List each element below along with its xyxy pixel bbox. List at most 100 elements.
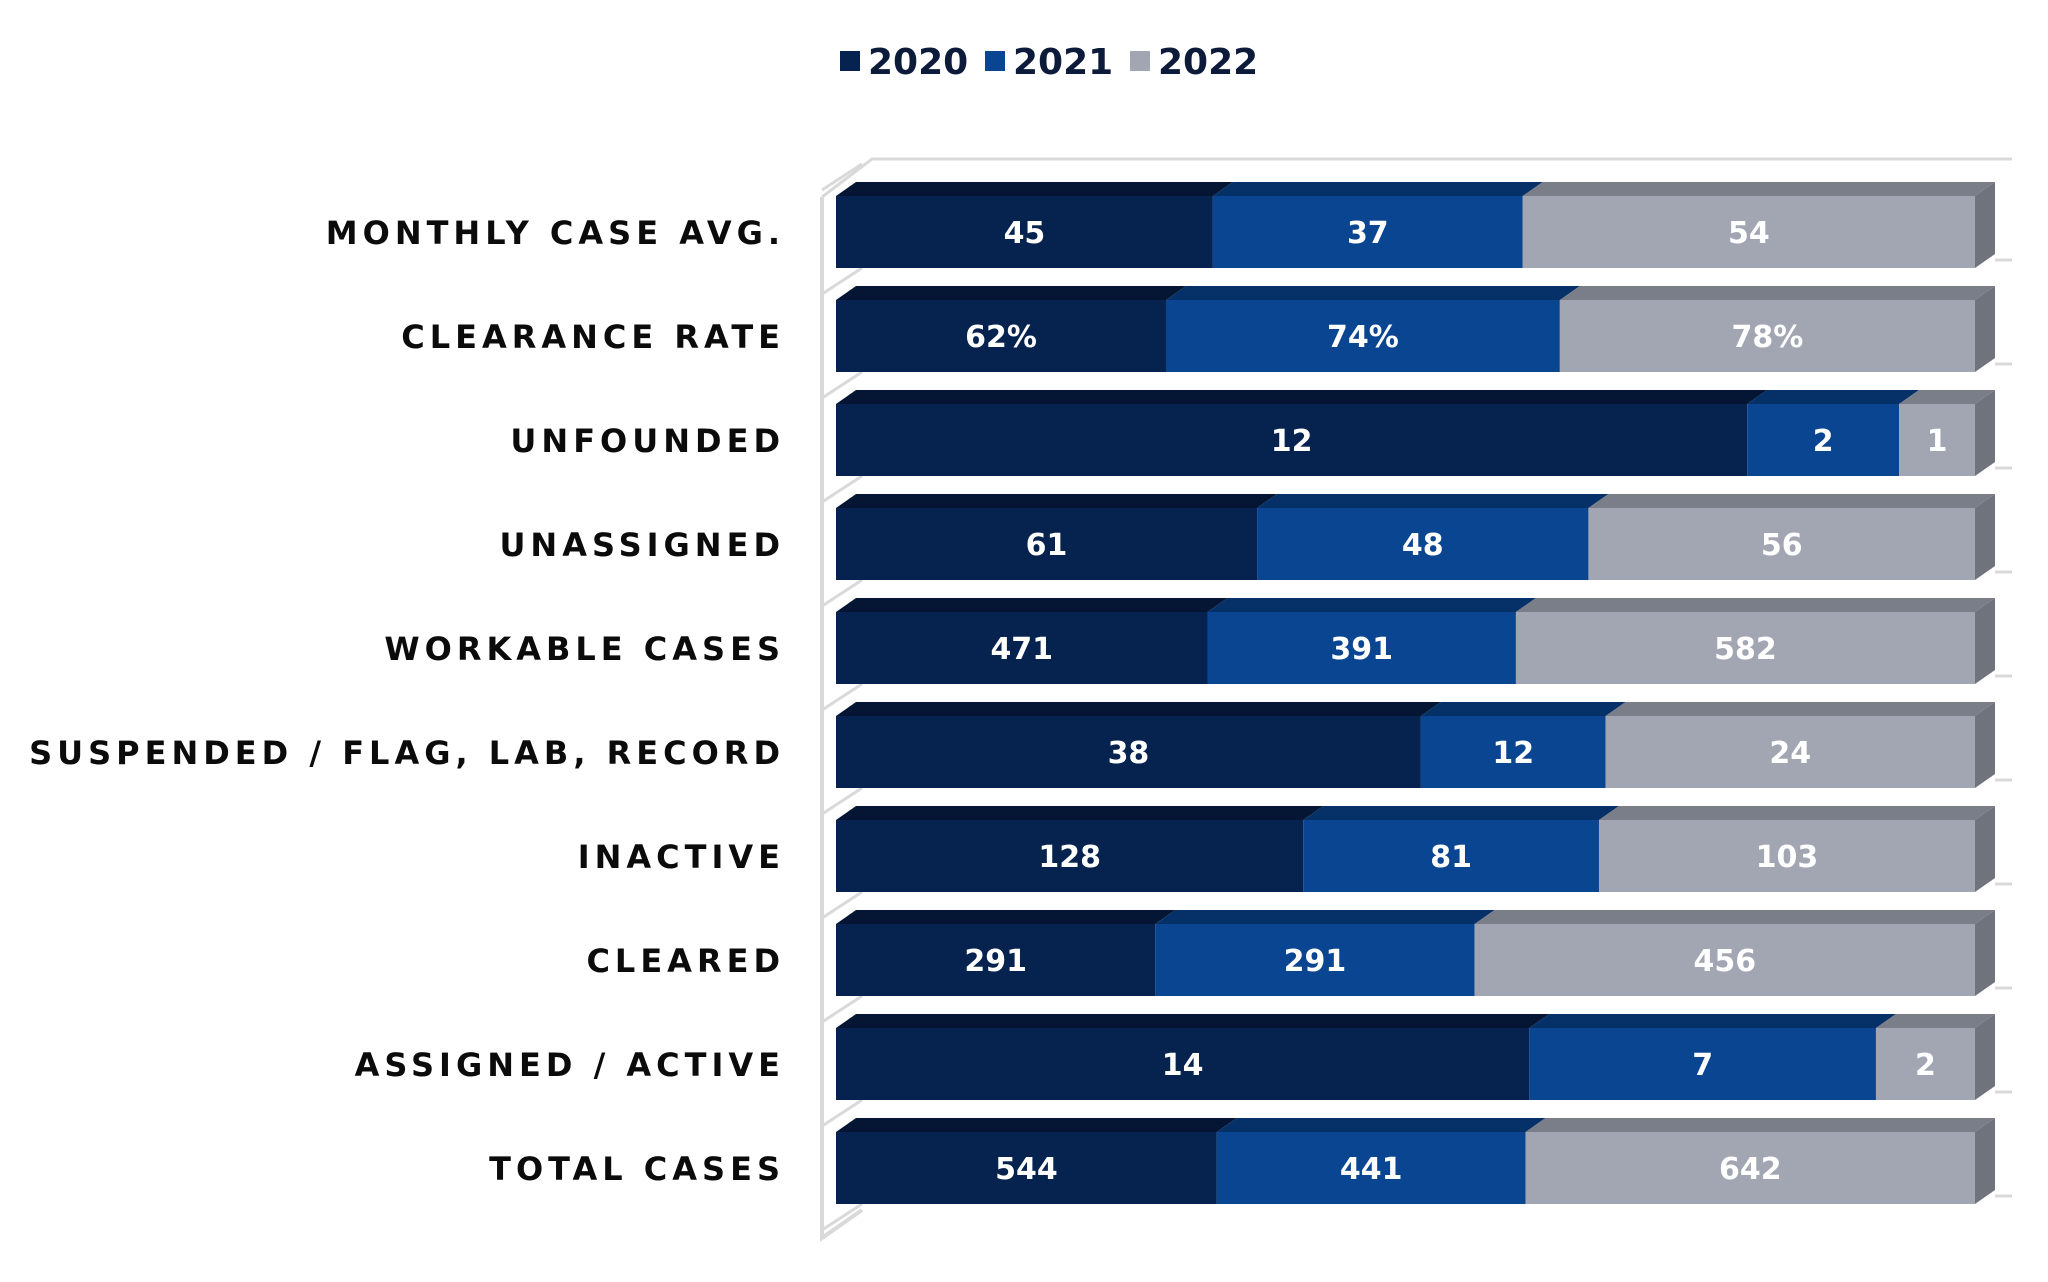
bar-segment-2021 bbox=[1747, 404, 1900, 476]
bar-top-2020 bbox=[836, 494, 1278, 508]
bar-top-2020 bbox=[836, 1118, 1237, 1132]
bar-group-inactive: 128 81 103 bbox=[836, 806, 1995, 892]
category-label-assigned-active: ASSIGNED / ACTIVE bbox=[355, 1046, 785, 1084]
bar-top-2021 bbox=[1216, 1118, 1546, 1132]
bar-side bbox=[1975, 494, 1995, 580]
bar-segment-2022 bbox=[1474, 924, 1975, 996]
bar-top-2021 bbox=[1155, 910, 1495, 924]
value-label-2021: 2 bbox=[1813, 424, 1834, 459]
bar-group-total-cases: 544 441 642 bbox=[836, 1118, 1995, 1204]
bar-segment-2022 bbox=[1899, 404, 1975, 476]
bar-segment-2021 bbox=[1207, 612, 1516, 684]
bar-segment-2020 bbox=[836, 1132, 1217, 1204]
bar-group-clearance-rate: 62% 74% 78% bbox=[836, 286, 1995, 372]
bar-top-2021 bbox=[1212, 182, 1543, 196]
bar-segment-2021 bbox=[1529, 1028, 1876, 1100]
value-label-2022: 2 bbox=[1915, 1048, 1936, 1083]
value-label-2022: 1 bbox=[1927, 424, 1948, 459]
frame-gridline-diagonal bbox=[821, 682, 863, 712]
bar-top-2022 bbox=[1525, 1118, 1995, 1132]
bar-segment-2020 bbox=[836, 612, 1208, 684]
bar-top-2020 bbox=[836, 286, 1186, 300]
bar-side bbox=[1975, 286, 1995, 372]
bar-top-2021 bbox=[1165, 286, 1580, 300]
bar-side bbox=[1975, 910, 1995, 996]
value-label-2020: 128 bbox=[1038, 840, 1101, 875]
bar-group-workable-cases: 471 391 582 bbox=[836, 598, 1995, 684]
bar-side bbox=[1975, 1014, 1995, 1100]
bar-segment-2021 bbox=[1420, 716, 1606, 788]
frame-gridline-diagonal bbox=[821, 474, 863, 504]
bar-group-unassigned: 61 48 56 bbox=[836, 494, 1995, 580]
legend-swatch-2021 bbox=[985, 51, 1005, 71]
legend-label-2022: 2022 bbox=[1158, 42, 1258, 83]
bar-segment-2020 bbox=[836, 196, 1213, 268]
value-label-2022: 78% bbox=[1732, 320, 1804, 355]
bar-top-2021 bbox=[1257, 494, 1609, 508]
value-label-2021: 12 bbox=[1492, 736, 1534, 771]
frame-gridline-diagonal bbox=[821, 370, 863, 400]
value-label-2020: 471 bbox=[990, 632, 1053, 667]
bar-group-cleared: 291 291 456 bbox=[836, 910, 1995, 996]
bar-top-2020 bbox=[836, 390, 1768, 404]
bar-segment-2020 bbox=[836, 716, 1421, 788]
frame-gridline-diagonal bbox=[821, 162, 863, 192]
bar-top-2022 bbox=[1875, 1014, 1995, 1028]
value-label-2020: 544 bbox=[995, 1152, 1058, 1187]
legend: 2020 2021 2022 bbox=[840, 42, 1258, 83]
bar-side bbox=[1975, 806, 1995, 892]
bar-side bbox=[1975, 390, 1995, 476]
category-label-workable-cases: WORKABLE CASES bbox=[384, 630, 785, 668]
bar-top-2022 bbox=[1522, 182, 1995, 196]
bar-side bbox=[1975, 1118, 1995, 1204]
bar-segment-2021 bbox=[1155, 924, 1475, 996]
bar-segment-2022 bbox=[1559, 300, 1975, 372]
bar-side bbox=[1975, 182, 1995, 268]
bar-segment-2021 bbox=[1257, 508, 1589, 580]
category-label-unassigned: UNASSIGNED bbox=[499, 526, 785, 564]
bar-segment-2020 bbox=[836, 508, 1258, 580]
category-label-monthly-case-avg: MONTHLY CASE AVG. bbox=[326, 214, 785, 252]
bar-segment-2022 bbox=[1525, 1132, 1975, 1204]
value-label-2022: 103 bbox=[1756, 840, 1819, 875]
bar-segment-2022 bbox=[1605, 716, 1975, 788]
bar-segment-2022 bbox=[1598, 820, 1975, 892]
category-label-inactive: INACTIVE bbox=[578, 838, 785, 876]
chart-3d-frame bbox=[820, 157, 2012, 1242]
bar-side bbox=[1975, 598, 1995, 684]
bar-segment-2020 bbox=[836, 300, 1166, 372]
frame-gridline-diagonal bbox=[821, 578, 863, 608]
bar-top-2021 bbox=[1303, 806, 1619, 820]
value-label-2022: 54 bbox=[1728, 216, 1770, 251]
bar-top-2020 bbox=[836, 182, 1233, 196]
value-label-2022: 582 bbox=[1714, 632, 1777, 667]
legend-swatch-2020 bbox=[840, 51, 860, 71]
bar-segment-2020 bbox=[836, 820, 1304, 892]
value-label-2021: 74% bbox=[1327, 320, 1399, 355]
bar-top-2022 bbox=[1474, 910, 1995, 924]
value-label-2022: 456 bbox=[1694, 944, 1757, 979]
value-label-2020: 38 bbox=[1108, 736, 1150, 771]
value-label-2020: 61 bbox=[1026, 528, 1068, 563]
value-label-2020: 62% bbox=[965, 320, 1037, 355]
bar-segment-2021 bbox=[1216, 1132, 1526, 1204]
frame-gridline-diagonal bbox=[821, 786, 863, 816]
bar-segment-2020 bbox=[836, 924, 1156, 996]
bar-segment-2020 bbox=[836, 1028, 1530, 1100]
bar-segment-2022 bbox=[1522, 196, 1975, 268]
bar-top-2022 bbox=[1588, 494, 1995, 508]
bar-top-2021 bbox=[1529, 1014, 1896, 1028]
frame-gridline-diagonal bbox=[821, 994, 863, 1024]
value-label-2021: 7 bbox=[1692, 1048, 1713, 1083]
bar-segment-2020 bbox=[836, 404, 1748, 476]
frame-gridline-diagonal bbox=[821, 266, 863, 296]
category-label-clearance-rate: CLEARANCE RATE bbox=[401, 318, 785, 356]
value-label-2021: 81 bbox=[1430, 840, 1472, 875]
value-label-2022: 24 bbox=[1769, 736, 1811, 771]
bar-top-2021 bbox=[1747, 390, 1920, 404]
value-label-2021: 291 bbox=[1284, 944, 1347, 979]
bar-top-2020 bbox=[836, 806, 1324, 820]
bar-segment-2022 bbox=[1515, 612, 1975, 684]
